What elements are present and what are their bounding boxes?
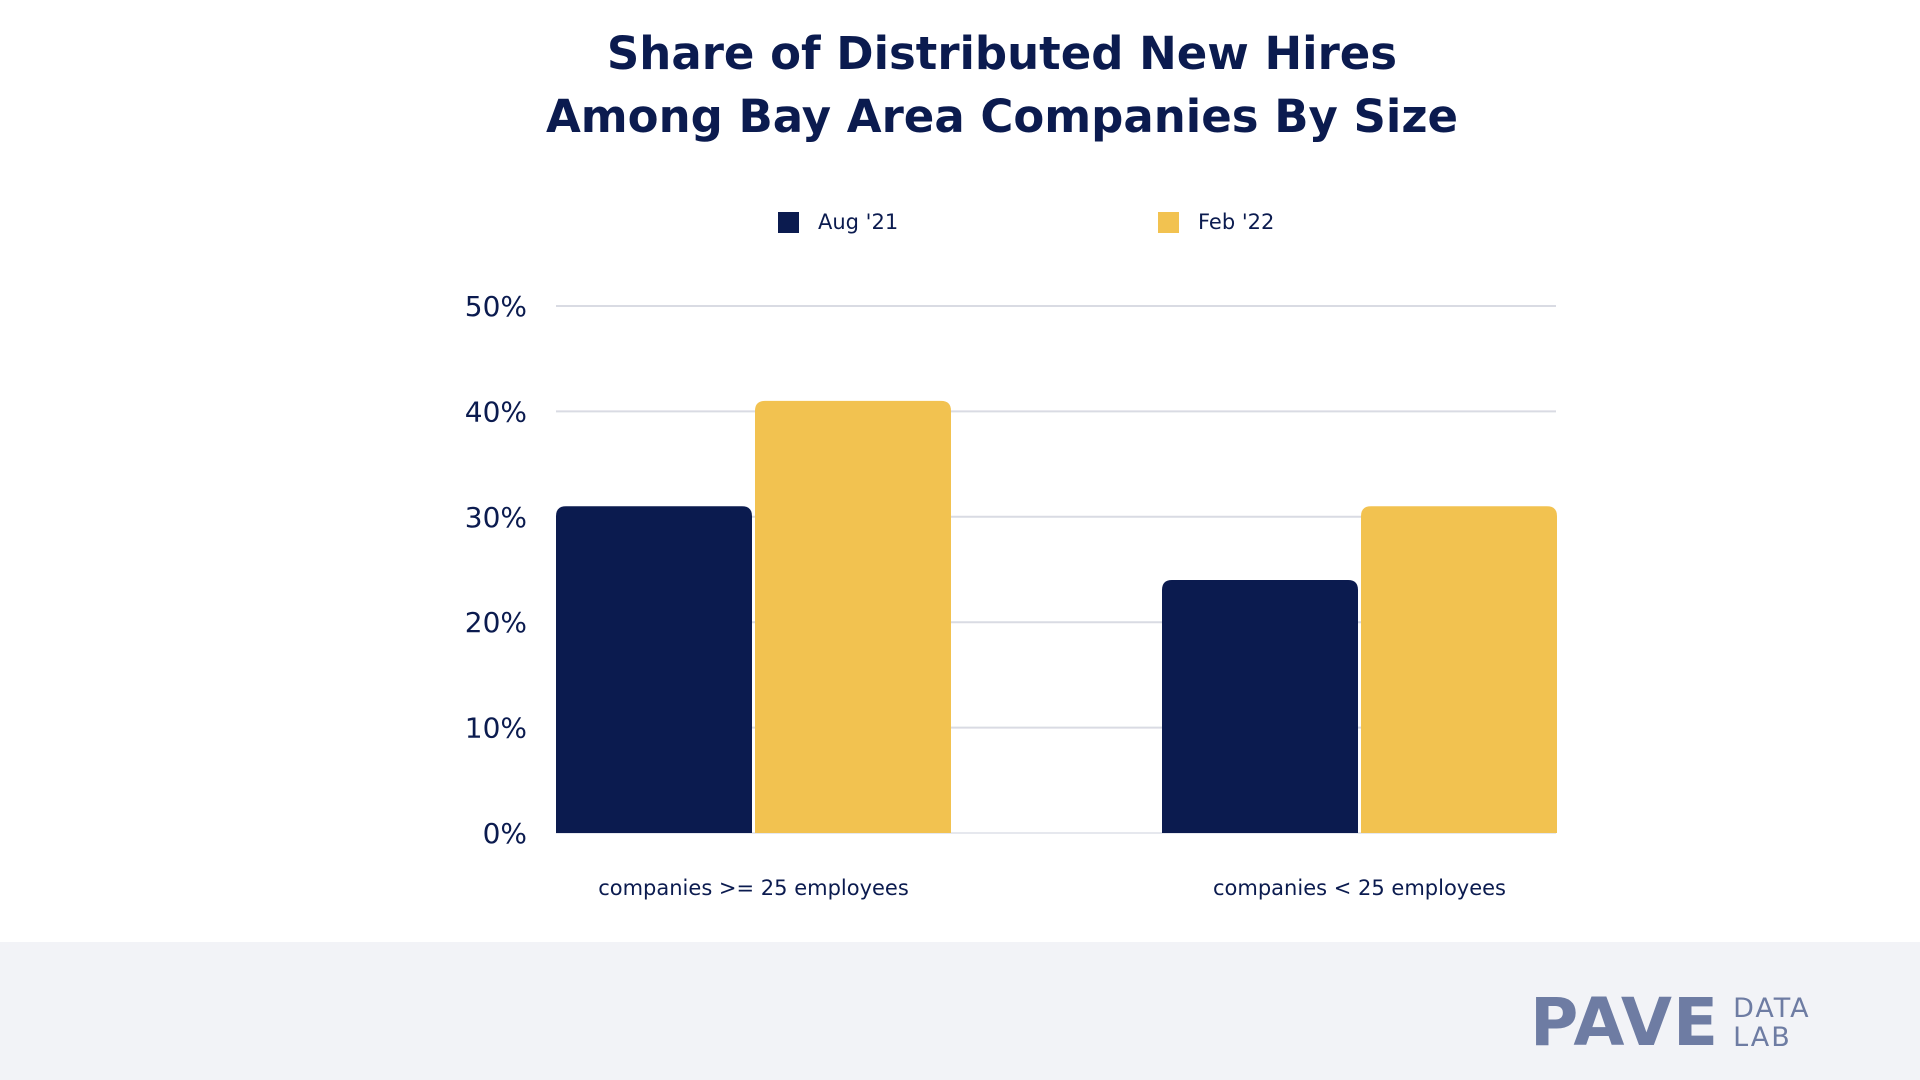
y-tick-label: 0% xyxy=(483,817,527,850)
chart-title: Share of Distributed New Hires Among Bay… xyxy=(0,22,1920,148)
chart-title-line-2: Among Bay Area Companies By Size xyxy=(545,90,1459,143)
legend-label-feb-22: Feb '22 xyxy=(1198,210,1275,234)
brand-logo-text: PAVE xyxy=(1530,984,1720,1061)
y-tick-label: 40% xyxy=(465,395,527,428)
bar xyxy=(1162,580,1358,833)
legend-item-aug-21: Aug '21 xyxy=(778,210,898,234)
y-tick-label: 10% xyxy=(465,712,527,745)
x-tick-label: companies < 25 employees xyxy=(1213,876,1506,900)
chart-title-line-1: Share of Distributed New Hires xyxy=(606,27,1398,80)
y-tick-label: 30% xyxy=(465,501,527,534)
y-tick-label: 20% xyxy=(465,606,527,639)
brand-subtitle: DATA LAB xyxy=(1733,994,1811,1052)
brand-subtitle-line-2: LAB xyxy=(1733,1022,1792,1053)
bar xyxy=(1361,506,1557,833)
chart-legend: Aug '21 Feb '22 xyxy=(0,210,1920,240)
bar xyxy=(755,400,951,833)
x-tick-label: companies >= 25 employees xyxy=(598,876,909,900)
brand-subtitle-line-1: DATA xyxy=(1733,993,1811,1024)
bar xyxy=(556,506,752,833)
legend-swatch-feb-22 xyxy=(1158,211,1179,233)
bar-chart: 0% 10% 20% 30% 40% 50% companies >= 25 employe… xyxy=(465,290,1557,900)
legend-swatch-aug-21 xyxy=(778,211,799,233)
legend-item-feb-22: Feb '22 xyxy=(1158,210,1274,234)
pave-data-lab-logo: PAVE DATA LAB xyxy=(1530,990,1811,1056)
footer-band: PAVE DATA LAB xyxy=(0,942,1920,1080)
y-tick-label: 50% xyxy=(465,290,527,323)
legend-label-aug-21: Aug '21 xyxy=(818,210,899,234)
